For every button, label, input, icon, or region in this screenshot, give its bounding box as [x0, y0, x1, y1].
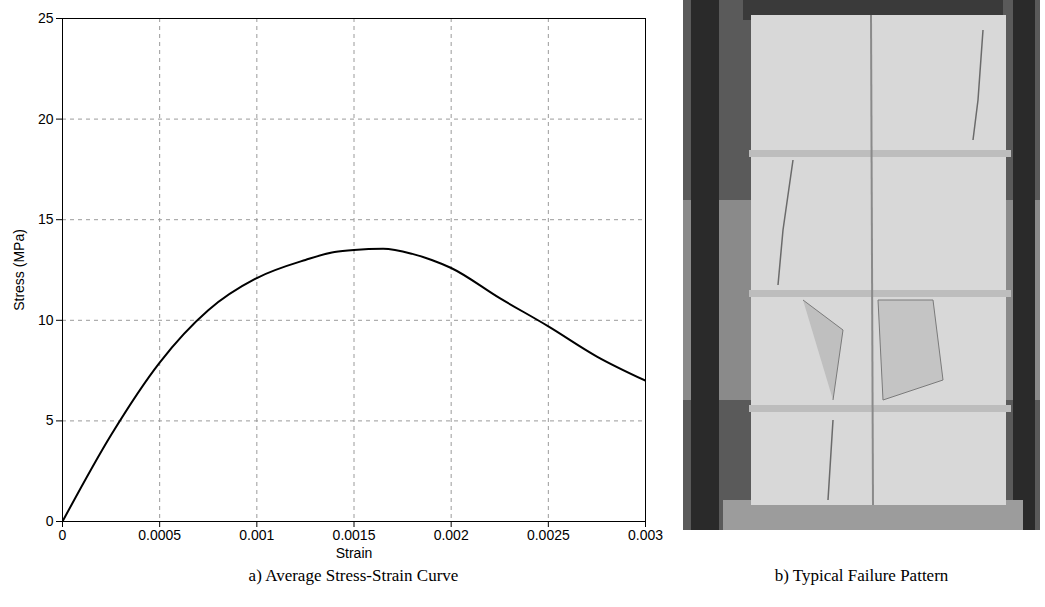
html-text:a) Average Stress-Strain Curve: a) Average Stress-Strain Curve	[248, 566, 459, 585]
svg-text:0.0005: 0.0005	[138, 527, 181, 543]
svg-text:0.001: 0.001	[239, 527, 274, 543]
svg-text:10: 10	[38, 312, 54, 328]
svg-text:0.0015: 0.0015	[333, 527, 376, 543]
svg-text:0.003: 0.003	[628, 527, 663, 543]
svg-text:25: 25	[38, 10, 54, 26]
svg-text:20: 20	[38, 111, 54, 127]
svg-text:15: 15	[38, 211, 54, 227]
svg-text:0.002: 0.002	[434, 527, 469, 543]
svg-text:Strain: Strain	[336, 545, 373, 561]
svg-text:5: 5	[46, 412, 54, 428]
svg-text:0: 0	[59, 527, 67, 543]
html-text:b) Typical Failure Pattern: b) Typical Failure Pattern	[774, 566, 949, 585]
svg-text:Stress (MPa): Stress (MPa)	[11, 229, 27, 311]
svg-text:0: 0	[46, 513, 54, 529]
svg-text:0.0025: 0.0025	[527, 527, 570, 543]
